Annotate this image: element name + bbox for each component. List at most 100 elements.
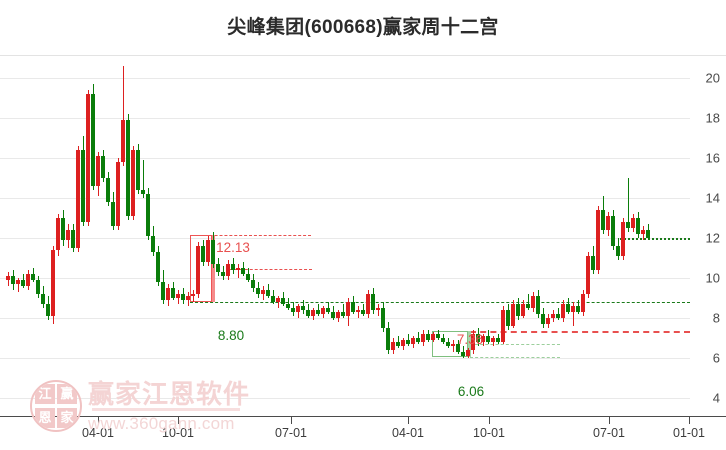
candle-body xyxy=(386,328,390,350)
x-axis-tick xyxy=(291,417,292,424)
candle-body xyxy=(456,344,460,352)
candle-body xyxy=(376,308,380,310)
candle-body xyxy=(431,334,435,340)
candle-body xyxy=(266,290,270,296)
candle-body xyxy=(76,150,80,248)
candle-body xyxy=(211,240,215,264)
candle-body xyxy=(611,216,615,246)
candle-body xyxy=(401,340,405,346)
candle-wick xyxy=(358,306,359,318)
candle-body xyxy=(391,342,395,350)
candle-body xyxy=(526,304,530,308)
y-axis-tick-label: 16 xyxy=(705,150,720,166)
candle-body xyxy=(106,178,110,202)
x-axis-tick-label: 10-01 xyxy=(162,426,194,440)
page-title: 尖峰集团(600668)赢家周十二宫 xyxy=(227,17,499,38)
candle-body xyxy=(61,218,65,240)
candle-body xyxy=(166,288,170,300)
candle-body xyxy=(371,294,375,310)
candle-body xyxy=(241,268,245,274)
candle-body xyxy=(471,334,475,350)
candle-body xyxy=(481,336,485,342)
candle-body xyxy=(531,296,535,308)
candle-body xyxy=(21,280,25,286)
candle-body xyxy=(581,294,585,312)
candle-body xyxy=(136,150,140,190)
x-axis-tick-label: 10-01 xyxy=(473,426,505,440)
candle-body xyxy=(276,298,280,302)
candle-body xyxy=(196,246,200,294)
candle-body xyxy=(441,338,445,342)
candle-wick xyxy=(453,340,454,352)
gridline xyxy=(0,358,690,359)
pattern-box-edge xyxy=(468,330,471,357)
candle-body xyxy=(256,288,260,294)
x-axis-tick xyxy=(609,417,610,424)
candle-body xyxy=(26,274,30,286)
price-level-line xyxy=(470,356,560,358)
candle-body xyxy=(236,268,240,270)
candle-wick xyxy=(628,178,629,232)
candle-body xyxy=(296,306,300,312)
candle-body xyxy=(601,210,605,230)
candle-body xyxy=(6,276,10,280)
candle-body xyxy=(71,230,75,248)
candle-body xyxy=(361,310,365,314)
gridline xyxy=(0,278,690,279)
candle-body xyxy=(201,246,205,262)
candle-body xyxy=(616,246,620,256)
title-divider xyxy=(0,55,726,56)
x-axis-tick-label: 04-01 xyxy=(82,426,114,440)
candle-body xyxy=(541,314,545,324)
candle-body xyxy=(621,222,625,256)
candle-body xyxy=(141,190,145,194)
x-axis-tick xyxy=(689,417,690,424)
candle-body xyxy=(126,120,130,216)
candle-wick xyxy=(573,302,574,326)
candle-body xyxy=(521,304,525,316)
candle-wick xyxy=(238,264,239,278)
candle-body xyxy=(246,274,250,280)
candle-body xyxy=(116,162,120,226)
candle-body xyxy=(251,280,255,288)
x-axis-tick xyxy=(178,417,179,424)
y-axis-tick-label: 8 xyxy=(712,310,720,326)
chart-plot-area[interactable]: 12.13 8.80 7.36 6.06 xyxy=(0,56,726,416)
price-level-line xyxy=(470,330,690,333)
gridline xyxy=(0,78,690,79)
candle-body xyxy=(91,94,95,186)
candle-body xyxy=(226,264,230,276)
candle-body xyxy=(46,304,50,316)
price-annotation-label: 6.06 xyxy=(457,384,485,399)
price-annotation-label: 12.13 xyxy=(216,240,250,255)
candle-body xyxy=(86,94,90,222)
candle-body xyxy=(591,256,595,270)
candle-body xyxy=(606,216,610,230)
candle-body xyxy=(446,342,450,346)
candle-body xyxy=(16,280,20,284)
y-axis-tick-label: 6 xyxy=(712,350,720,366)
candle-body xyxy=(131,150,135,216)
candle-wick xyxy=(143,160,144,198)
y-axis-tick-label: 18 xyxy=(705,110,720,126)
candle-body xyxy=(66,230,70,240)
candle-body xyxy=(396,342,400,346)
x-axis-tick xyxy=(98,417,99,424)
candle-body xyxy=(351,302,355,312)
candle-body xyxy=(271,296,275,302)
candle-body xyxy=(176,294,180,298)
candle-body xyxy=(501,310,505,342)
price-annotation-label: 8.80 xyxy=(217,328,245,343)
candle-body xyxy=(36,280,40,294)
candle-wick xyxy=(123,66,124,166)
pattern-box-edge xyxy=(212,235,215,302)
candle-body xyxy=(181,294,185,300)
candle-body xyxy=(156,252,160,282)
candle-body xyxy=(381,308,385,328)
candle-body xyxy=(11,276,15,284)
pattern-box xyxy=(432,330,468,357)
candle-body xyxy=(146,194,150,236)
candle-body xyxy=(536,296,540,314)
candle-body xyxy=(316,310,320,314)
